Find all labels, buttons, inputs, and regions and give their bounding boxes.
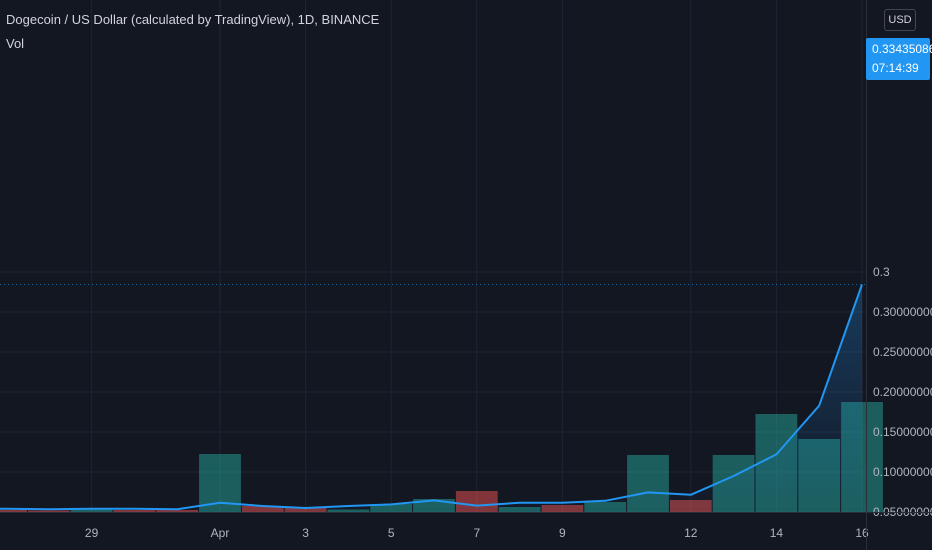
price-point bbox=[133, 508, 135, 510]
price-point bbox=[176, 508, 178, 510]
price-point bbox=[775, 453, 777, 455]
price-point bbox=[347, 505, 349, 507]
price-series-line bbox=[0, 284, 863, 511]
price-area bbox=[0, 284, 862, 512]
price-point bbox=[262, 505, 264, 507]
price-point bbox=[90, 508, 92, 510]
x-tick-label: 3 bbox=[302, 526, 309, 540]
y-tick-label: 0.3 bbox=[873, 265, 890, 279]
y-tick-label: 0.10000000 bbox=[873, 465, 932, 479]
price-point bbox=[219, 502, 221, 504]
x-tick-label: 14 bbox=[770, 526, 784, 540]
price-point bbox=[561, 502, 563, 504]
y-tick-label: 0.20000000 bbox=[873, 385, 932, 399]
price-point bbox=[604, 500, 606, 502]
x-tick-label: 29 bbox=[85, 526, 99, 540]
price-point bbox=[433, 499, 435, 501]
price-point bbox=[647, 491, 649, 493]
x-tick-label: 9 bbox=[559, 526, 566, 540]
price-point bbox=[690, 494, 692, 496]
x-tick-label: 16 bbox=[855, 526, 869, 540]
bar-countdown: 07:14:39 bbox=[872, 61, 919, 75]
price-point bbox=[732, 475, 734, 477]
x-tick-label: 12 bbox=[684, 526, 698, 540]
x-tick-label: 5 bbox=[388, 526, 395, 540]
y-tick-label: 0.15000000 bbox=[873, 425, 932, 439]
volume-legend[interactable]: Vol bbox=[6, 36, 25, 51]
price-point bbox=[48, 508, 50, 510]
currency-button[interactable]: USD bbox=[884, 9, 916, 31]
symbol-legend[interactable]: Dogecoin / US Dollar (calculated by Trad… bbox=[6, 12, 380, 27]
grid bbox=[0, 0, 866, 513]
last-price-tag: 0.33435086 07:14:39 bbox=[866, 38, 932, 80]
price-point bbox=[476, 504, 478, 506]
y-tick-label: 0.25000000 bbox=[873, 345, 932, 359]
price-point bbox=[818, 404, 820, 406]
last-price-value: 0.33435086 bbox=[872, 42, 932, 56]
y-tick-label: 0.30000000 bbox=[873, 305, 932, 319]
price-point bbox=[5, 508, 7, 510]
price-point bbox=[861, 283, 863, 285]
price-point bbox=[518, 502, 520, 504]
price-point bbox=[304, 507, 306, 509]
x-tick-label: 7 bbox=[473, 526, 480, 540]
price-point bbox=[390, 503, 392, 505]
price-area-fill bbox=[0, 284, 862, 512]
x-tick-label: Apr bbox=[211, 526, 230, 540]
price-line bbox=[0, 283, 863, 511]
